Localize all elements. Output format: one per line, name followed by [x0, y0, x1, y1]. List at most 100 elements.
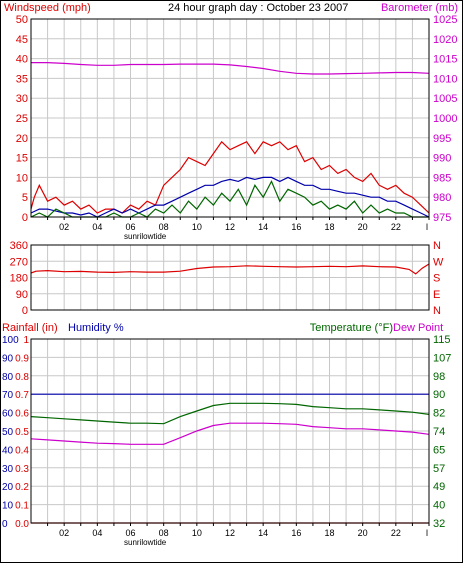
humidity-tick-label: 70: [2, 390, 14, 401]
right-axis-tick-label: 980: [433, 192, 451, 204]
rainfall-tick-label: 0.4: [15, 445, 29, 456]
windspeed-axis-label: Windspeed (mph): [4, 2, 91, 14]
x-tick-label: 20: [358, 222, 368, 232]
right-axis-tick-label: N: [433, 240, 441, 252]
temp-humidity-panel: 0 10 20 30 40 50 60 70 80 90 100 0.0 0.1 0.2 0.3 0.4 0.5…: [2, 334, 451, 547]
left-axis-tick-label: 45: [16, 34, 28, 46]
left-axis-tick-label: 360: [10, 240, 28, 252]
x-tick-label: 02: [59, 528, 69, 538]
x-tick-label-end: l: [426, 222, 428, 232]
left-axis-tick-label: 180: [10, 273, 28, 285]
humidity-tick-label: 10: [2, 501, 14, 512]
left-axis-tick-label: 40: [16, 54, 28, 66]
humidity-tick-label: 80: [2, 372, 14, 383]
x-tick-label: 06: [125, 528, 135, 538]
x-tick-label: 14: [258, 222, 268, 232]
temperature-series-line: [30, 402, 430, 425]
x-tick-label: 20: [358, 528, 368, 538]
left-axis-tick-label: 35: [16, 73, 28, 85]
x-sublabel: sunrilowtide: [124, 232, 167, 241]
rainfall-tick-label: 0.1: [15, 501, 29, 512]
rainfall-tick-label: 0.9: [15, 353, 29, 364]
left-axis-tick-label: 0: [22, 305, 28, 317]
right-axis-tick-label: 1015: [433, 54, 457, 66]
right-axis-tick-label: 65: [433, 444, 445, 456]
left-axis-tick-label: 0: [22, 212, 28, 224]
rainfall-tick-label: 0.3: [15, 464, 29, 475]
humidity-tick-label: 60: [2, 409, 14, 420]
rainfall-tick-label: 0.8: [15, 372, 29, 383]
dewpoint-series-line: [30, 422, 430, 445]
left-axis-tick-label: 10: [16, 172, 28, 184]
x-tick-label: 08: [159, 528, 169, 538]
right-axis-tick-label: 115: [433, 334, 451, 346]
right-axis-tick-label: 98: [433, 371, 445, 383]
right-axis-tick-label: 1005: [433, 93, 457, 105]
right-axis-tick-label: E: [433, 289, 440, 301]
humidity-tick-label: 30: [2, 464, 14, 475]
left-axis-tick-label: 20: [16, 133, 28, 145]
left-axis-tick-label: 270: [10, 256, 28, 268]
x-tick-label: 18: [324, 222, 334, 232]
x-tick-label: 04: [92, 222, 102, 232]
rainfall-tick-label: 0.6: [15, 409, 29, 420]
humidity-tick-label: 20: [2, 482, 14, 493]
chart-title: 24 hour graph day : October 23 2007: [168, 2, 348, 14]
right-axis-tick-label: 74: [433, 426, 445, 438]
right-axis-tick-label: N: [433, 305, 441, 317]
right-axis-tick-label: 107: [433, 352, 451, 364]
x-tick-label: 12: [225, 222, 235, 232]
plot-frame: [30, 244, 430, 311]
gust-series-line: [30, 140, 430, 214]
right-axis-tick-label: 1025: [433, 14, 457, 26]
direction-series-line: [30, 263, 430, 275]
right-axis-tick-label: 57: [433, 463, 445, 475]
right-axis-tick-label: 990: [433, 153, 451, 165]
x-tick-label: 18: [324, 528, 334, 538]
right-axis-tick-label: 40: [433, 500, 445, 512]
x-sublabel: sunrilowtide: [124, 538, 167, 547]
x-tick-label: 04: [92, 528, 102, 538]
barometer-axis-label: Barometer (mb): [381, 2, 458, 14]
right-axis-tick-label: 1020: [433, 34, 457, 46]
humidity-tick-label: 90: [2, 353, 14, 364]
x-tick-label: 12: [225, 528, 235, 538]
right-axis-tick-label: 49: [433, 481, 445, 493]
temperature-axis-label: Temperature (°F): [310, 322, 393, 334]
dewpoint-axis-label: Dew Point: [393, 322, 443, 334]
x-tick-label: 22: [391, 222, 401, 232]
right-axis-tick-label: 32: [433, 518, 445, 530]
left-axis-tick-label: 15: [16, 153, 28, 165]
right-axis-tick-label: 1000: [433, 113, 457, 125]
humidity-tick-label: 0: [2, 519, 8, 530]
x-tick-label: 16: [291, 222, 301, 232]
right-axis-tick-label: 82: [433, 408, 445, 420]
x-tick-label: 10: [192, 528, 202, 538]
humidity-tick-label: 40: [2, 445, 14, 456]
right-axis-tick-label: 985: [433, 172, 451, 184]
x-tick-label: 10: [192, 222, 202, 232]
humidity-tick-label: 50: [2, 427, 14, 438]
x-tick-label: 22: [391, 528, 401, 538]
x-tick-label: 16: [291, 528, 301, 538]
humidity-tick-label: 100: [2, 335, 19, 346]
x-tick-label: 08: [159, 222, 169, 232]
rainfall-tick-label: 0.0: [15, 519, 29, 530]
left-axis-tick-label: 25: [16, 113, 28, 125]
right-axis-tick-label: 1010: [433, 73, 457, 85]
x-tick-label-end: l: [426, 528, 428, 538]
rainfall-tick-label: 0.5: [15, 427, 29, 438]
humidity-axis-label: Humidity %: [68, 322, 124, 334]
x-tick-label: 02: [59, 222, 69, 232]
right-axis-tick-label: W: [433, 256, 444, 268]
x-tick-label: 06: [125, 222, 135, 232]
left-axis-tick-label: 90: [16, 289, 28, 301]
rainfall-tick-label: 0.7: [15, 390, 29, 401]
rainfall-tick-label: 1: [23, 335, 29, 346]
rainfall-axis-label: Rainfall (in): [2, 322, 58, 334]
barometer-series-line: [31, 61, 430, 75]
